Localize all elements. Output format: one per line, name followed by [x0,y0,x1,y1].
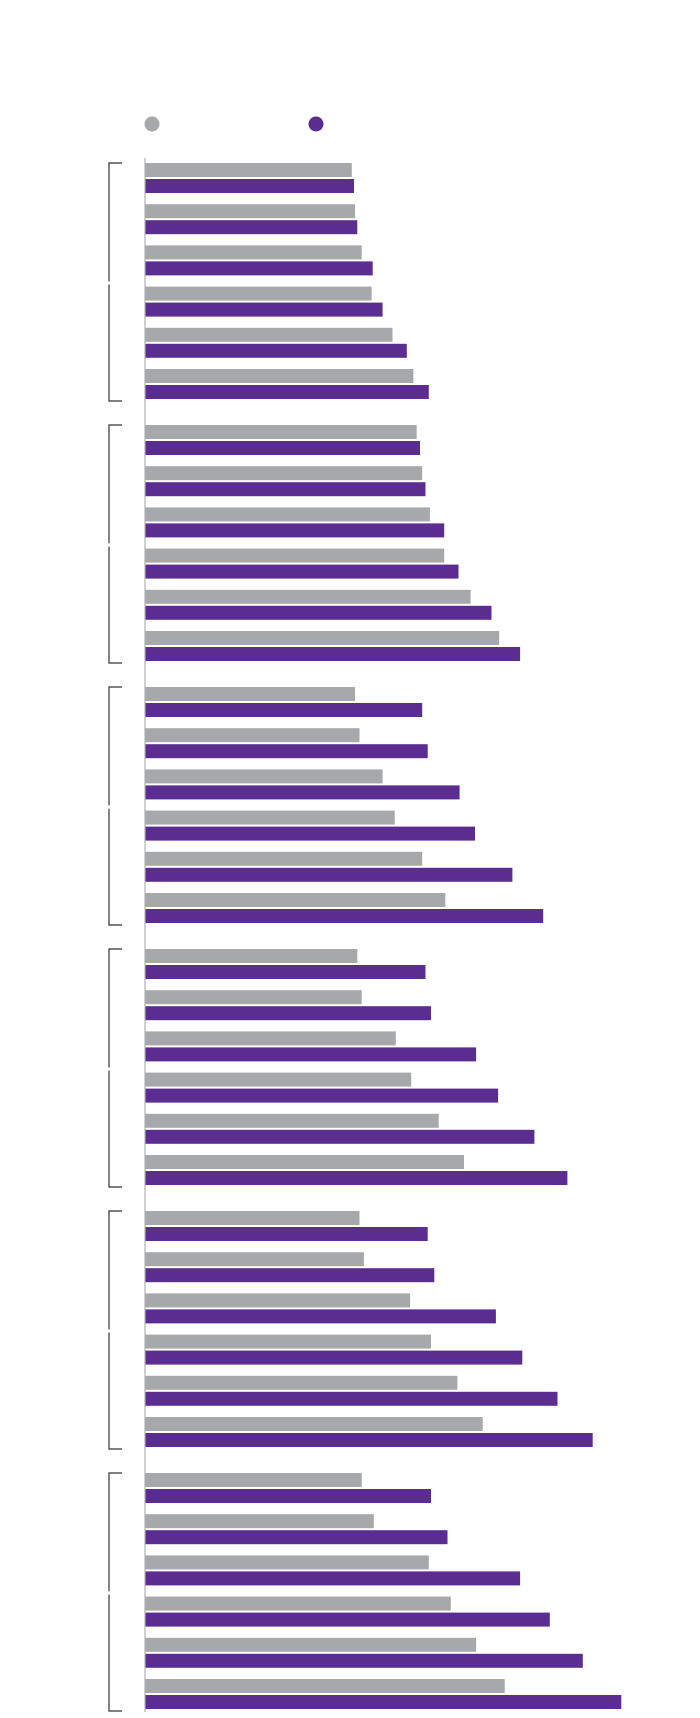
bar-series-2-row-12 [145,647,521,661]
bar-series-1-row-20 [145,990,362,1005]
bar-series-2-row-16 [145,826,475,841]
bar-series-2-row-7 [145,441,420,455]
bar-series-2-row-28 [145,1350,523,1365]
bar-series-2-row-11 [145,605,492,620]
bars [145,163,622,1709]
bar-series-2-row-30 [145,1433,593,1447]
bar-series-1-row-21 [145,1031,396,1046]
bar-series-1-row-12 [145,631,500,645]
bar-series-1-row-8 [145,466,423,481]
bar-series-2-row-22 [145,1088,499,1103]
group-bracket-upper-3 [108,686,122,806]
bar-series-1-row-31 [145,1473,362,1487]
legend [144,116,324,132]
bar-series-1-row-2 [145,204,356,219]
bar-series-2-row-24 [145,1171,568,1185]
group-bracket-lower-6 [108,1594,122,1712]
bar-series-1-row-33 [145,1555,429,1570]
bar-series-2-row-5 [145,343,407,358]
bar-series-2-row-10 [145,564,459,579]
bar-series-2-row-8 [145,482,426,497]
bar-series-1-row-16 [145,810,395,825]
group-bracket-upper-1 [108,162,122,282]
bar-series-1-row-3 [145,245,362,260]
bar-series-2-row-9 [145,523,445,538]
bar-series-1-row-19 [145,949,358,963]
bar-series-1-row-13 [145,687,356,701]
bar-series-2-row-31 [145,1489,431,1503]
bar-series-1-row-9 [145,507,430,522]
group-brackets [108,162,122,1712]
bar-series-2-row-20 [145,1006,431,1021]
bar-series-1-row-23 [145,1113,439,1128]
group-bracket-upper-2 [108,424,122,544]
bar-series-1-row-5 [145,327,393,342]
bar-series-1-row-10 [145,548,445,563]
bar-series-1-row-29 [145,1375,458,1390]
bar-series-1-row-15 [145,769,383,784]
bar-series-2-row-2 [145,220,358,235]
bar-series-1-row-7 [145,425,417,439]
bar-series-1-row-22 [145,1072,412,1087]
bar-series-2-row-19 [145,965,426,979]
bar-series-2-row-25 [145,1227,428,1241]
bar-series-1-row-26 [145,1252,364,1267]
bar-series-2-row-18 [145,909,544,923]
group-bracket-lower-4 [108,1070,122,1188]
bar-series-2-row-33 [145,1571,521,1586]
legend-marker-1 [144,116,160,132]
bar-series-1-row-14 [145,728,360,743]
bar-series-1-row-30 [145,1417,483,1431]
bar-series-1-row-4 [145,286,372,301]
bar-series-1-row-24 [145,1155,464,1169]
bar-series-2-row-29 [145,1391,558,1406]
bar-series-2-row-26 [145,1268,435,1283]
bar-series-1-row-28 [145,1334,431,1349]
bar-series-2-row-36 [145,1695,622,1709]
bar-series-1-row-25 [145,1211,360,1225]
group-bracket-upper-5 [108,1210,122,1330]
bar-series-2-row-3 [145,261,373,276]
bar-series-1-row-34 [145,1596,451,1611]
group-bracket-lower-5 [108,1332,122,1450]
bar-series-1-row-1 [145,163,352,177]
legend-marker-2 [308,116,324,132]
bar-series-2-row-4 [145,302,383,317]
bar-series-1-row-36 [145,1679,505,1693]
bar-series-2-row-1 [145,179,354,193]
bar-series-1-row-32 [145,1514,374,1529]
bar-series-2-row-15 [145,785,460,800]
bar-series-1-row-18 [145,893,446,907]
bar-series-2-row-34 [145,1612,550,1627]
bar-series-2-row-35 [145,1653,583,1668]
bar-series-2-row-23 [145,1129,535,1144]
bar-series-2-row-27 [145,1309,496,1324]
bar-series-1-row-6 [145,369,414,383]
bar-series-1-row-17 [145,851,423,866]
bar-series-2-row-14 [145,744,428,759]
bar-series-2-row-13 [145,703,423,717]
group-bracket-lower-3 [108,808,122,926]
bar-series-1-row-27 [145,1293,411,1308]
bar-series-2-row-6 [145,385,429,399]
bar-series-2-row-32 [145,1530,448,1545]
group-bracket-upper-6 [108,1472,122,1592]
group-bracket-upper-4 [108,948,122,1068]
group-bracket-lower-1 [108,284,122,402]
bar-series-2-row-21 [145,1047,477,1062]
group-bracket-lower-2 [108,546,122,664]
bar-series-2-row-17 [145,867,513,882]
bar-series-1-row-11 [145,589,471,604]
bar-series-1-row-35 [145,1637,477,1652]
